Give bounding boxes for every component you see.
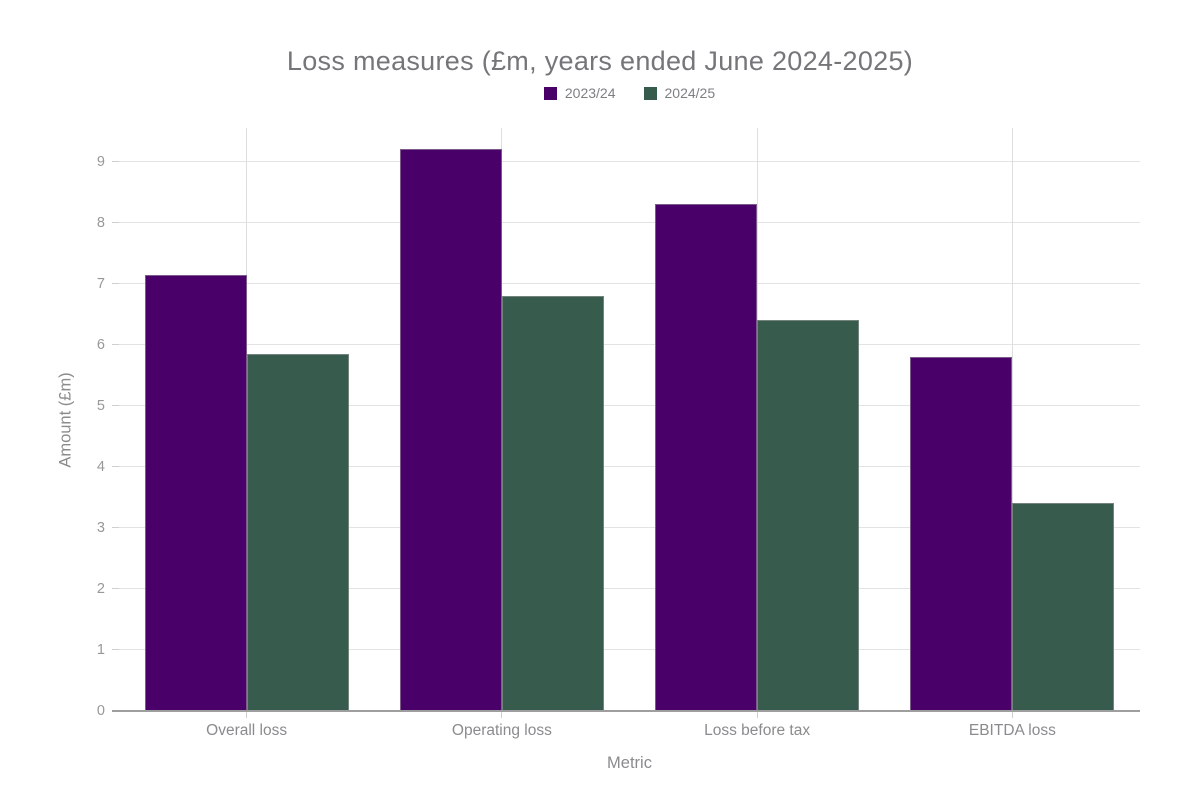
legend-swatch-icon (643, 86, 657, 100)
y-tick-label: 7 (96, 275, 105, 292)
bar-2024-25 (757, 320, 860, 711)
bar-2023-24 (144, 274, 247, 711)
bar-2023-24 (655, 204, 758, 711)
gridline-horizontal (119, 405, 1140, 407)
x-axis-line (112, 710, 1140, 712)
y-tick-label: 6 (96, 336, 105, 353)
y-tick-mark (112, 283, 119, 285)
gridline-horizontal (119, 344, 1140, 346)
y-tick-mark (112, 466, 119, 468)
legend-label: 2023/24 (564, 85, 616, 101)
legend-label: 2024/25 (664, 85, 716, 101)
bar-2023-24 (910, 356, 1013, 711)
gridline-horizontal (119, 466, 1140, 468)
x-tick-label: Operating loss (451, 722, 552, 739)
y-tick-label: 3 (96, 519, 105, 536)
y-tick-label: 9 (96, 153, 105, 170)
x-axis-title: Metric (607, 754, 652, 772)
y-tick-label: 1 (96, 641, 105, 658)
legend: 2023/24 2024/25 (119, 85, 1140, 101)
x-tick-label: Overall loss (206, 722, 288, 739)
bar-2024-25 (246, 353, 349, 711)
gridline-horizontal (119, 161, 1140, 163)
plot-area: 0 1 2 3 4 5 6 7 8 9 Overall loss Operating loss Loss… (97, 128, 1140, 739)
gridline-horizontal (119, 222, 1140, 224)
bar-2023-24 (399, 149, 502, 711)
y-tick-mark (112, 588, 119, 590)
x-tick-mark (246, 712, 248, 718)
x-tick-label: EBITDA loss (968, 722, 1056, 739)
y-tick-label: 2 (96, 580, 105, 597)
bar-2024-25 (1012, 503, 1115, 711)
x-tick-label: Loss before tax (704, 722, 811, 739)
legend-swatch-icon (543, 86, 557, 100)
y-tick-mark (112, 405, 119, 407)
gridline-vertical (1011, 128, 1013, 711)
chart-title: Loss measures (£m, years ended June 2024… (286, 46, 914, 76)
gridline-horizontal (119, 649, 1140, 651)
y-tick-mark (112, 344, 119, 346)
bar-2024-25 (501, 295, 604, 711)
gridline-horizontal (119, 527, 1140, 529)
gridline-horizontal (119, 283, 1140, 285)
y-axis-title-text: Amount (£m) (56, 372, 75, 468)
y-tick-label: 0 (96, 703, 105, 719)
y-tick-mark (112, 527, 119, 529)
y-tick-mark (112, 649, 119, 651)
x-tick-mark (501, 712, 503, 718)
legend-item: 2023/24 (543, 85, 616, 101)
y-tick-label: 4 (96, 458, 105, 475)
y-tick-mark (112, 161, 119, 163)
x-tick-mark (756, 712, 758, 718)
y-tick-mark (112, 222, 119, 224)
y-tick-label: 8 (96, 214, 105, 231)
x-tick-mark (1011, 712, 1013, 718)
y-tick-label: 5 (96, 397, 105, 414)
gridline-horizontal (119, 588, 1140, 590)
legend-item: 2024/25 (643, 85, 716, 101)
